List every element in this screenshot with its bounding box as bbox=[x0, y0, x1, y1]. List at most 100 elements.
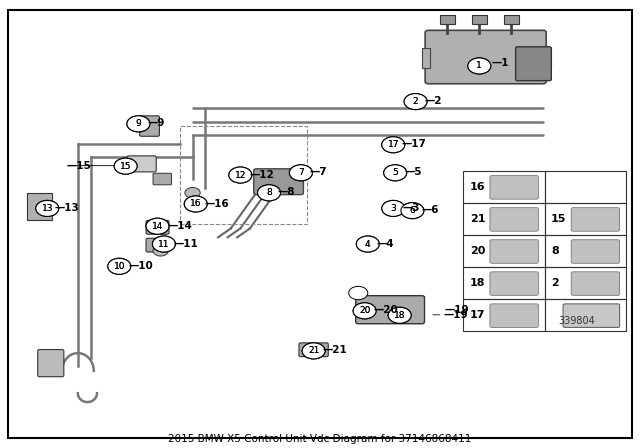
Text: —4: —4 bbox=[377, 239, 394, 249]
Text: 339804: 339804 bbox=[559, 316, 595, 327]
Bar bbox=[472, 15, 487, 24]
Bar bbox=[27, 193, 52, 220]
Text: 2: 2 bbox=[413, 97, 419, 106]
Bar bbox=[463, 202, 545, 235]
Circle shape bbox=[353, 303, 376, 319]
Circle shape bbox=[289, 165, 312, 181]
Text: —16: —16 bbox=[204, 198, 228, 208]
Circle shape bbox=[353, 303, 376, 319]
Text: —20: —20 bbox=[374, 306, 398, 315]
Circle shape bbox=[257, 185, 280, 201]
Circle shape bbox=[152, 236, 175, 252]
Circle shape bbox=[257, 185, 280, 201]
FancyBboxPatch shape bbox=[490, 240, 538, 263]
Text: —2: —2 bbox=[424, 96, 442, 106]
Circle shape bbox=[349, 286, 368, 300]
Text: 4: 4 bbox=[365, 240, 371, 249]
Circle shape bbox=[382, 137, 404, 153]
Text: 14: 14 bbox=[152, 222, 163, 231]
Circle shape bbox=[36, 200, 59, 216]
Text: 11: 11 bbox=[158, 240, 170, 249]
Text: —9: —9 bbox=[148, 118, 165, 129]
Text: —13: —13 bbox=[55, 203, 79, 213]
Circle shape bbox=[401, 202, 424, 219]
Text: 13: 13 bbox=[42, 204, 53, 213]
FancyBboxPatch shape bbox=[563, 304, 620, 327]
Text: 14: 14 bbox=[152, 222, 163, 231]
Text: —7: —7 bbox=[310, 168, 328, 177]
Circle shape bbox=[184, 196, 207, 212]
Circle shape bbox=[127, 116, 150, 132]
Text: 9: 9 bbox=[136, 119, 141, 128]
Text: 15: 15 bbox=[120, 162, 131, 171]
Text: 6: 6 bbox=[410, 206, 415, 215]
Bar bbox=[545, 267, 626, 299]
Bar bbox=[504, 15, 519, 24]
Text: 12: 12 bbox=[235, 171, 246, 180]
Circle shape bbox=[401, 202, 424, 219]
Circle shape bbox=[388, 307, 411, 323]
Text: 1: 1 bbox=[476, 61, 482, 70]
Text: —5: —5 bbox=[404, 168, 422, 177]
Circle shape bbox=[152, 236, 175, 252]
Text: 4: 4 bbox=[365, 240, 371, 249]
FancyBboxPatch shape bbox=[571, 272, 620, 295]
Circle shape bbox=[289, 165, 312, 181]
Text: 6: 6 bbox=[410, 206, 415, 215]
Text: —10: —10 bbox=[128, 261, 153, 271]
Circle shape bbox=[404, 94, 427, 110]
Text: —15: —15 bbox=[67, 161, 91, 171]
Circle shape bbox=[229, 167, 252, 183]
FancyBboxPatch shape bbox=[299, 343, 328, 357]
Bar bbox=[543, 48, 550, 68]
FancyBboxPatch shape bbox=[153, 173, 172, 185]
Circle shape bbox=[356, 236, 380, 252]
Circle shape bbox=[184, 196, 207, 212]
Text: 7: 7 bbox=[298, 168, 304, 177]
Circle shape bbox=[302, 343, 325, 359]
Circle shape bbox=[384, 165, 406, 181]
Bar bbox=[545, 202, 626, 235]
Text: —6: —6 bbox=[421, 205, 439, 215]
Text: 15: 15 bbox=[120, 162, 131, 171]
Bar bbox=[545, 235, 626, 267]
Text: —19: —19 bbox=[444, 305, 469, 315]
Text: 2: 2 bbox=[551, 278, 559, 288]
Bar bbox=[463, 235, 545, 267]
Text: 2: 2 bbox=[413, 97, 419, 106]
Bar bbox=[463, 267, 545, 299]
Text: —14: —14 bbox=[167, 221, 192, 231]
Circle shape bbox=[108, 258, 131, 274]
Text: 2015 BMW X5 Control Unit Vdc Diagram for 37146868411: 2015 BMW X5 Control Unit Vdc Diagram for… bbox=[168, 435, 472, 444]
Text: 21: 21 bbox=[308, 346, 319, 355]
Text: 8: 8 bbox=[266, 188, 272, 197]
FancyBboxPatch shape bbox=[490, 208, 538, 231]
Text: 21: 21 bbox=[308, 346, 319, 355]
Text: —17: —17 bbox=[401, 139, 426, 149]
Text: —12: —12 bbox=[250, 170, 275, 180]
Circle shape bbox=[382, 200, 404, 216]
FancyBboxPatch shape bbox=[140, 116, 159, 136]
Text: 13: 13 bbox=[42, 204, 53, 213]
Bar bbox=[463, 171, 545, 202]
Text: 16: 16 bbox=[470, 181, 485, 192]
Text: 18: 18 bbox=[470, 278, 485, 288]
Text: 16: 16 bbox=[190, 199, 202, 208]
Circle shape bbox=[146, 218, 169, 234]
Text: 20: 20 bbox=[359, 306, 371, 315]
Circle shape bbox=[146, 218, 169, 234]
Circle shape bbox=[127, 116, 150, 132]
Text: 18: 18 bbox=[394, 311, 405, 320]
Circle shape bbox=[229, 167, 252, 183]
Bar bbox=[545, 171, 626, 202]
Circle shape bbox=[36, 200, 59, 216]
Text: 18: 18 bbox=[394, 311, 405, 320]
Circle shape bbox=[384, 165, 406, 181]
FancyBboxPatch shape bbox=[490, 304, 538, 327]
Text: 20: 20 bbox=[359, 306, 371, 315]
Bar bbox=[545, 299, 626, 331]
Circle shape bbox=[185, 188, 200, 198]
Text: 8: 8 bbox=[551, 246, 559, 256]
Circle shape bbox=[108, 258, 131, 274]
Text: —8: —8 bbox=[278, 187, 296, 198]
